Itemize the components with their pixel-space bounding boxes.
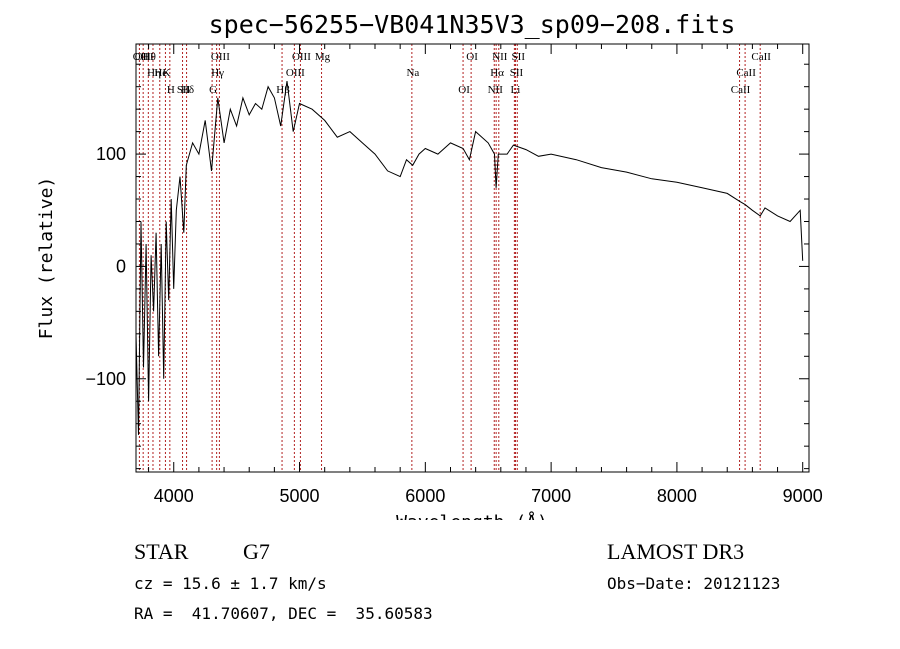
x-axis-label: Wavelength (Å) [396, 511, 548, 520]
spectral-line-label: CaII [736, 67, 756, 79]
x-tick-label: 4000 [154, 486, 194, 506]
y-axis: −100 0 100 [85, 63, 809, 470]
spectral-line-label: CaII [751, 51, 771, 63]
spectral-line-label: OIII [211, 51, 230, 63]
obs-date: Obs−Date: 20121123 [607, 574, 781, 593]
spectrum-chart: spec−56255−VB041N35V3_sp09−208.fits HθKH… [36, 10, 823, 520]
coordinates: RA = 41.70607, DEC = 35.60583 [134, 604, 433, 623]
x-tick-label: 9000 [783, 486, 823, 506]
spectral-line-label: G [209, 84, 217, 96]
x-tick-label: 8000 [657, 486, 697, 506]
x-axis: 4000 5000 6000 7000 8000 9000 [148, 44, 823, 506]
spectral-line-label: Mg [315, 51, 331, 63]
x-tick-label: 6000 [405, 486, 445, 506]
spectral-line-label: H [167, 84, 175, 96]
spectral-line-label: OIII [286, 67, 305, 79]
spectral-line-label: Hη [147, 67, 161, 79]
spectral-line-label: OIII [292, 51, 311, 63]
spectral-line-label: Hδ [181, 84, 194, 96]
spectral-line-label: OIII [135, 51, 154, 63]
spectral-line-label: Hθ [143, 51, 156, 63]
spectral-line-label: OII [133, 51, 149, 63]
spectral-line-label: NII [492, 51, 508, 63]
spectral-line-label: SII [512, 51, 526, 63]
spectral-line-label: K [162, 67, 170, 79]
spectral-lines [138, 44, 761, 472]
y-tick-label: 100 [96, 144, 126, 164]
subclass: G7 [243, 539, 270, 564]
spectral-line-label: Hα [490, 67, 504, 79]
survey-name: LAMOST DR3 [607, 539, 745, 564]
spectral-line-label: CaII [731, 84, 751, 96]
y-tick-label: 0 [116, 256, 126, 276]
object-type: STAR [134, 539, 189, 564]
spectral-line-label: NII [488, 84, 504, 96]
spectral-line-label: SII [510, 67, 524, 79]
x-tick-label: 7000 [531, 486, 571, 506]
spectrum-line [135, 81, 804, 435]
spectral-line-label: Hβ [276, 84, 290, 96]
spectral-line-label: Li [510, 84, 520, 96]
x-tick-label: 5000 [280, 486, 320, 506]
spectral-line-label: He [154, 67, 167, 79]
redshift: cz = 15.6 ± 1.7 km/s [134, 574, 327, 593]
plot-frame [135, 43, 810, 473]
spectral-line-label: Hγ [211, 67, 224, 79]
spectral-line-labels: Hθ K Hδ OII He SII OIII Hη H OIII Hγ G OIII OIII Hβ Mg N… [133, 51, 772, 96]
spectral-line-label: SII [177, 84, 191, 96]
spectral-line-label: Na [406, 67, 419, 79]
y-axis-label: Flux (relative) [36, 177, 57, 340]
y-tick-label: −100 [85, 369, 126, 389]
chart-title: spec−56255−VB041N35V3_sp09−208.fits [209, 10, 736, 39]
spectral-line-label: OI [466, 51, 478, 63]
spectral-line-label: OI [458, 84, 470, 96]
